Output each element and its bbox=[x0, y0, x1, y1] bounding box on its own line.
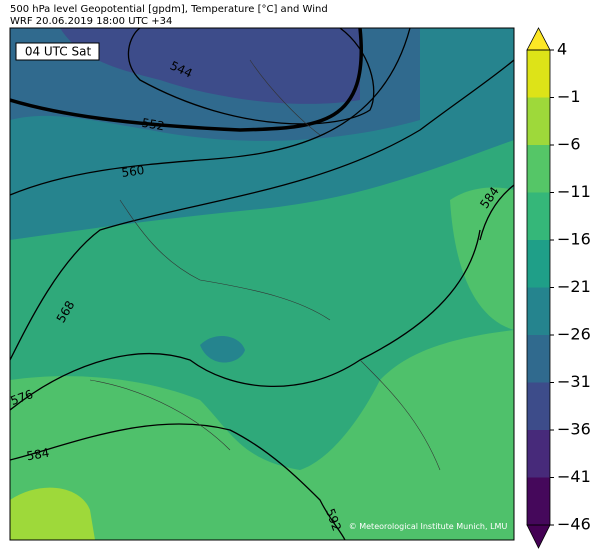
colorbar-tick-label: −1 bbox=[557, 87, 581, 106]
temperature-field bbox=[60, 28, 360, 104]
map bbox=[10, 28, 514, 540]
colorbar-tick-label: 4 bbox=[557, 40, 567, 59]
contour-label: 584 bbox=[25, 446, 50, 464]
colorbar-segment bbox=[527, 335, 550, 383]
colorbar-tick-label: −16 bbox=[557, 230, 591, 249]
colorbar-tick-label: −11 bbox=[557, 182, 591, 201]
colorbar-extend-under bbox=[526, 524, 551, 549]
temperature-field bbox=[200, 335, 245, 363]
temperature-field bbox=[10, 330, 514, 540]
contour-label: 560 bbox=[121, 163, 146, 180]
coastlines bbox=[89, 59, 441, 471]
colorbar-tick-label: −41 bbox=[557, 467, 591, 486]
temperature-field bbox=[10, 487, 95, 540]
colorbar-tick-label: −6 bbox=[557, 135, 581, 154]
colorbar: −46 −41 −36 −31 −26 −21 −16 −11 −6 −1 4 bbox=[526, 27, 591, 549]
title: 500 hPa level Geopotential [gpdm], Tempe… bbox=[10, 4, 328, 15]
colorbar-segment bbox=[527, 430, 550, 478]
map-frame bbox=[9, 27, 515, 541]
panel-label: 04 UTC Sat bbox=[25, 45, 92, 59]
credit: © Meteorological Institute Munich, LMU bbox=[349, 522, 508, 531]
colorbar-segment bbox=[527, 50, 550, 98]
colorbar-tick-label: −31 bbox=[557, 372, 591, 391]
colorbar-segment bbox=[527, 97, 550, 145]
colorbar-tick-label: −46 bbox=[557, 515, 591, 534]
contour-label: 552 bbox=[141, 116, 166, 134]
temperature-field bbox=[450, 187, 514, 330]
colorbar-tick-label: −26 bbox=[557, 325, 591, 344]
colorbar-segment bbox=[527, 477, 550, 525]
colorbar-tick-label: −36 bbox=[557, 420, 591, 439]
colorbar-segment bbox=[527, 145, 550, 193]
colorbar-extend-over bbox=[526, 27, 551, 51]
geopotential-contours bbox=[10, 28, 514, 540]
colorbar-segment bbox=[527, 192, 550, 240]
panel-label-box bbox=[15, 42, 100, 61]
colorbar-segment bbox=[527, 240, 550, 288]
colorbar-segment bbox=[527, 287, 550, 335]
colorbar-tick-label: −21 bbox=[557, 277, 591, 296]
subtitle: WRF 20.06.2019 18:00 UTC +34 bbox=[10, 16, 172, 27]
colorbar-segment bbox=[527, 382, 550, 430]
